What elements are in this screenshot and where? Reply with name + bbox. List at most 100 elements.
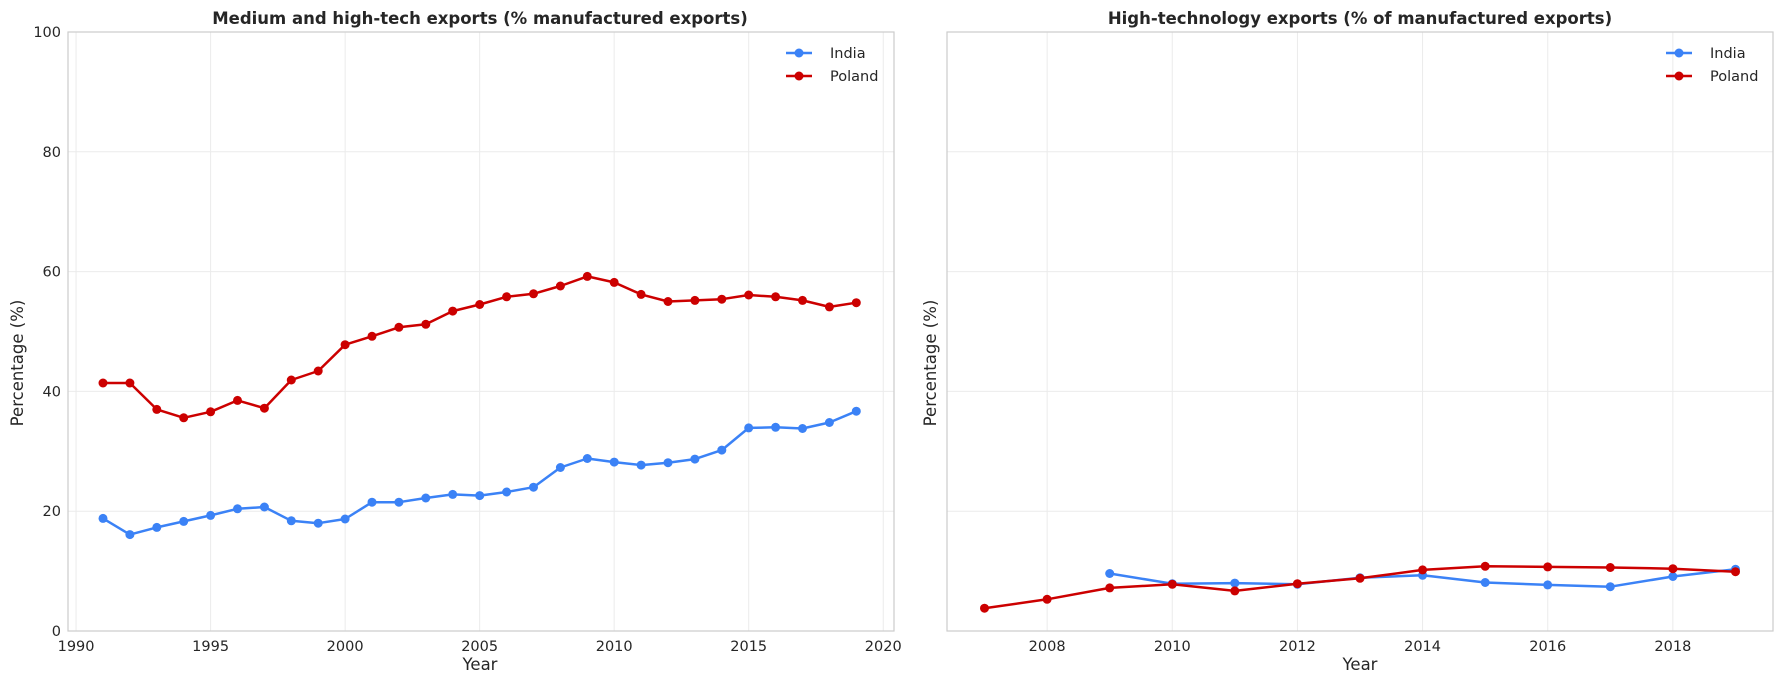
data-point-poland (1355, 573, 1365, 583)
data-point-poland (1042, 594, 1052, 604)
plot-frame (67, 31, 895, 632)
data-point-india (313, 518, 323, 528)
data-point-poland (1292, 579, 1302, 589)
data-point-poland (1418, 565, 1428, 575)
x-tick-label: 1990 (58, 639, 95, 655)
x-tick-label: 1995 (192, 639, 229, 655)
data-point-india (367, 497, 377, 507)
data-point-india (1230, 578, 1240, 588)
series (980, 561, 1740, 613)
data-point-poland (421, 319, 431, 329)
data-point-india (529, 482, 538, 492)
y-axis-label: Percentage (%) (921, 300, 940, 427)
data-point-india (475, 491, 485, 501)
data-point-poland (771, 292, 781, 302)
legend-label-poland: Poland (830, 69, 878, 85)
data-point-india (555, 463, 565, 472)
plot-frame (946, 31, 1774, 632)
legend-label-poland: Poland (1710, 69, 1758, 85)
ticks: 1990 1995 2000 2005 2010 2015 2020 0 20 40 60 80 100 (33, 25, 901, 655)
x-tick-label: 2005 (461, 639, 498, 655)
x-axis-label: Year (1342, 655, 1378, 674)
data-point-poland (824, 302, 834, 312)
data-point-poland (1167, 579, 1177, 589)
data-point-poland (744, 290, 754, 300)
x-tick-label: 2008 (1029, 639, 1066, 655)
data-point-poland (609, 277, 619, 287)
data-point-poland (1543, 562, 1553, 572)
y-tick-label: 20 (43, 504, 61, 520)
data-point-india (502, 487, 512, 497)
data-point-poland (475, 300, 485, 309)
chart-title: High-technology exports (% of manufactur… (1108, 9, 1612, 28)
data-point-india (152, 522, 162, 532)
x-tick-label: 2010 (596, 639, 633, 655)
data-point-india (824, 418, 834, 427)
data-point-india (98, 513, 108, 523)
data-point-india (663, 458, 673, 468)
legend: India Poland (1666, 46, 1758, 85)
data-point-poland (582, 271, 592, 281)
data-point-poland (340, 340, 350, 350)
data-point-india (340, 514, 350, 524)
data-point-poland (529, 289, 538, 299)
data-point-india (582, 454, 592, 463)
data-point-poland (1605, 563, 1615, 572)
data-point-india (1668, 572, 1678, 581)
data-point-india (798, 424, 807, 433)
data-point-poland (980, 603, 989, 613)
data-point-poland (179, 413, 189, 423)
x-tick-label: 2018 (1654, 639, 1691, 655)
x-tick-label: 2010 (1154, 639, 1191, 655)
data-point-poland (717, 294, 727, 304)
data-point-india (717, 445, 727, 455)
series-line-poland (984, 565, 1736, 610)
data-point-poland (1668, 564, 1678, 574)
data-point-poland (233, 395, 242, 405)
data-point-india (206, 510, 216, 520)
grid (947, 31, 1773, 632)
x-tick-label: 2020 (865, 639, 902, 655)
data-point-india (286, 516, 296, 526)
data-point-india (179, 516, 189, 526)
series (98, 271, 861, 540)
data-point-poland (367, 331, 377, 341)
chart-title: Medium and high-tech exports (% manufact… (212, 9, 748, 28)
data-point-india (448, 489, 458, 499)
y-tick-label: 80 (43, 145, 61, 161)
data-point-poland (1731, 567, 1740, 577)
data-point-india (394, 497, 404, 507)
data-point-poland (286, 375, 296, 385)
data-point-poland (798, 295, 807, 305)
data-point-poland (448, 306, 458, 316)
x-tick-label: 2012 (1279, 639, 1316, 655)
data-point-poland (313, 366, 323, 376)
legend: India Poland (786, 46, 878, 85)
data-point-poland (98, 378, 108, 388)
data-point-india (636, 460, 646, 470)
data-point-poland (690, 295, 700, 305)
y-tick-label: 100 (33, 25, 61, 41)
legend-marker-india (794, 48, 804, 58)
data-point-india (771, 422, 781, 432)
data-point-poland (851, 298, 861, 308)
x-tick-label: 2014 (1404, 639, 1441, 655)
data-point-india (233, 504, 242, 514)
data-point-poland (259, 403, 269, 413)
data-point-india (125, 530, 135, 540)
data-point-india (421, 493, 431, 503)
data-point-poland (1230, 586, 1240, 596)
data-point-poland (1105, 583, 1115, 593)
data-point-india (1480, 578, 1490, 587)
data-point-poland (206, 407, 216, 417)
data-point-india (690, 454, 700, 464)
data-point-poland (663, 297, 673, 306)
data-point-india (744, 423, 754, 433)
legend-label-india: India (1710, 46, 1746, 62)
data-point-india (259, 502, 269, 512)
y-tick-label: 0 (52, 624, 61, 640)
ticks: 2008 2010 2012 2014 2016 2018 (1029, 639, 1692, 655)
y-tick-label: 60 (43, 265, 61, 281)
data-point-india (1105, 569, 1115, 578)
